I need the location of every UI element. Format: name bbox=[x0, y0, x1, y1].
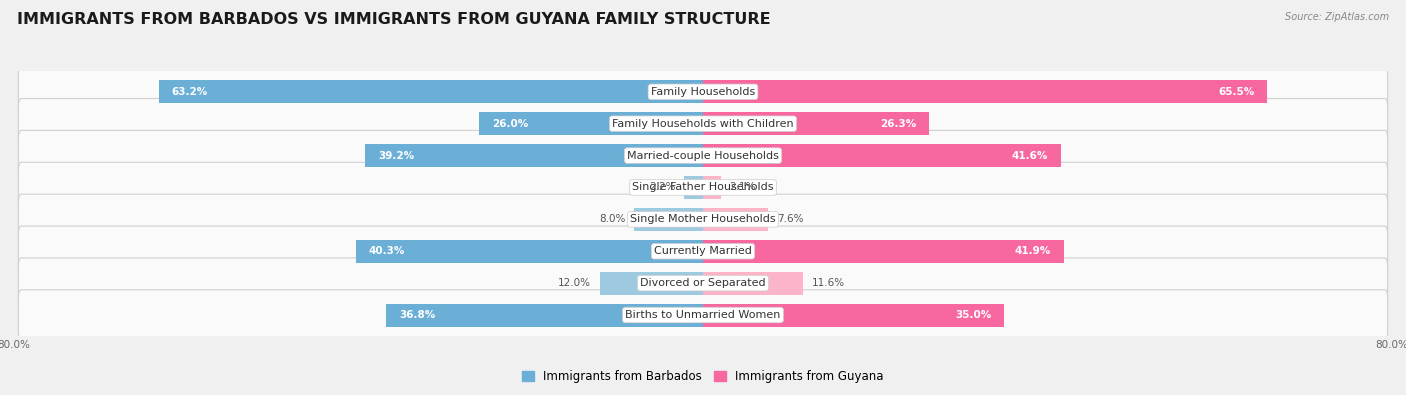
Bar bbox=[599, 272, 703, 295]
Text: 63.2%: 63.2% bbox=[172, 87, 208, 97]
Bar bbox=[703, 303, 1004, 327]
Text: 2.1%: 2.1% bbox=[730, 182, 756, 192]
FancyBboxPatch shape bbox=[18, 98, 1388, 149]
Bar bbox=[159, 80, 703, 103]
Bar bbox=[366, 144, 703, 167]
Text: 11.6%: 11.6% bbox=[811, 278, 845, 288]
FancyBboxPatch shape bbox=[18, 130, 1388, 181]
Bar bbox=[703, 272, 803, 295]
Text: 40.3%: 40.3% bbox=[368, 246, 405, 256]
Text: Single Father Households: Single Father Households bbox=[633, 182, 773, 192]
Text: 26.3%: 26.3% bbox=[880, 119, 917, 129]
Bar bbox=[634, 208, 703, 231]
FancyBboxPatch shape bbox=[18, 226, 1388, 276]
Text: Single Mother Households: Single Mother Households bbox=[630, 214, 776, 224]
FancyBboxPatch shape bbox=[18, 290, 1388, 340]
Text: 35.0%: 35.0% bbox=[955, 310, 991, 320]
FancyBboxPatch shape bbox=[18, 258, 1388, 308]
Bar bbox=[685, 176, 703, 199]
FancyBboxPatch shape bbox=[18, 162, 1388, 213]
Bar bbox=[703, 144, 1062, 167]
Bar bbox=[703, 80, 1267, 103]
Text: 39.2%: 39.2% bbox=[378, 150, 415, 161]
Text: 8.0%: 8.0% bbox=[599, 214, 626, 224]
Text: Currently Married: Currently Married bbox=[654, 246, 752, 256]
Text: Births to Unmarried Women: Births to Unmarried Women bbox=[626, 310, 780, 320]
Text: 26.0%: 26.0% bbox=[492, 119, 529, 129]
Text: 7.6%: 7.6% bbox=[778, 214, 804, 224]
Bar bbox=[356, 240, 703, 263]
Bar bbox=[703, 240, 1064, 263]
Text: 41.6%: 41.6% bbox=[1012, 150, 1049, 161]
Text: 36.8%: 36.8% bbox=[399, 310, 436, 320]
Bar bbox=[703, 176, 721, 199]
Text: 65.5%: 65.5% bbox=[1218, 87, 1254, 97]
Text: 41.9%: 41.9% bbox=[1015, 246, 1050, 256]
Bar bbox=[479, 112, 703, 135]
Text: Divorced or Separated: Divorced or Separated bbox=[640, 278, 766, 288]
Text: 12.0%: 12.0% bbox=[558, 278, 591, 288]
Text: Married-couple Households: Married-couple Households bbox=[627, 150, 779, 161]
Bar bbox=[703, 208, 769, 231]
Text: IMMIGRANTS FROM BARBADOS VS IMMIGRANTS FROM GUYANA FAMILY STRUCTURE: IMMIGRANTS FROM BARBADOS VS IMMIGRANTS F… bbox=[17, 12, 770, 27]
FancyBboxPatch shape bbox=[18, 194, 1388, 245]
Legend: Immigrants from Barbados, Immigrants from Guyana: Immigrants from Barbados, Immigrants fro… bbox=[517, 366, 889, 388]
FancyBboxPatch shape bbox=[18, 67, 1388, 117]
Text: Family Households with Children: Family Households with Children bbox=[612, 119, 794, 129]
Text: Source: ZipAtlas.com: Source: ZipAtlas.com bbox=[1285, 12, 1389, 22]
Text: Family Households: Family Households bbox=[651, 87, 755, 97]
Text: 2.2%: 2.2% bbox=[650, 182, 675, 192]
Bar bbox=[387, 303, 703, 327]
Bar bbox=[703, 112, 929, 135]
